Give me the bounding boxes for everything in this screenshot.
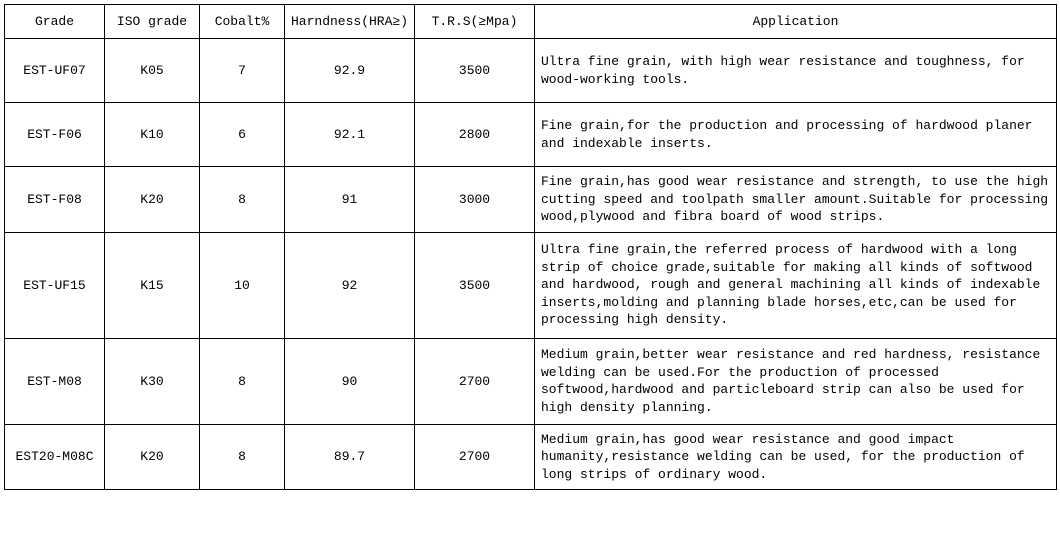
table-row: EST-F06 K10 6 92.1 2800 Fine grain,for t… bbox=[5, 103, 1057, 167]
cell-trs: 2700 bbox=[415, 424, 535, 490]
cell-hardness: 89.7 bbox=[285, 424, 415, 490]
col-header-trs: T.R.S(≥Mpa) bbox=[415, 5, 535, 39]
cell-hardness: 92.9 bbox=[285, 39, 415, 103]
col-header-application: Application bbox=[535, 5, 1057, 39]
cell-hardness: 90 bbox=[285, 338, 415, 424]
cell-grade: EST-M08 bbox=[5, 338, 105, 424]
cell-trs: 2700 bbox=[415, 338, 535, 424]
cell-grade: EST20-M08C bbox=[5, 424, 105, 490]
cell-iso: K30 bbox=[105, 338, 200, 424]
spec-table: Grade ISO grade Cobalt% Harndness(HRA≥) … bbox=[4, 4, 1057, 490]
cell-cobalt: 8 bbox=[200, 424, 285, 490]
cell-iso: K05 bbox=[105, 39, 200, 103]
cell-cobalt: 7 bbox=[200, 39, 285, 103]
table-row: EST-UF15 K15 10 92 3500 Ultra fine grain… bbox=[5, 232, 1057, 338]
cell-cobalt: 8 bbox=[200, 338, 285, 424]
cell-grade: EST-F06 bbox=[5, 103, 105, 167]
cell-hardness: 92.1 bbox=[285, 103, 415, 167]
cell-application: Medium grain,better wear resistance and … bbox=[535, 338, 1057, 424]
cell-cobalt: 8 bbox=[200, 167, 285, 233]
table-row: EST-M08 K30 8 90 2700 Medium grain,bette… bbox=[5, 338, 1057, 424]
col-header-cobalt: Cobalt% bbox=[200, 5, 285, 39]
cell-application: Fine grain,for the production and proces… bbox=[535, 103, 1057, 167]
cell-trs: 3000 bbox=[415, 167, 535, 233]
col-header-iso: ISO grade bbox=[105, 5, 200, 39]
col-header-hardness: Harndness(HRA≥) bbox=[285, 5, 415, 39]
cell-trs: 2800 bbox=[415, 103, 535, 167]
cell-application: Ultra fine grain, with high wear resista… bbox=[535, 39, 1057, 103]
cell-cobalt: 10 bbox=[200, 232, 285, 338]
table-header-row: Grade ISO grade Cobalt% Harndness(HRA≥) … bbox=[5, 5, 1057, 39]
cell-grade: EST-F08 bbox=[5, 167, 105, 233]
cell-cobalt: 6 bbox=[200, 103, 285, 167]
cell-hardness: 91 bbox=[285, 167, 415, 233]
cell-grade: EST-UF15 bbox=[5, 232, 105, 338]
cell-grade: EST-UF07 bbox=[5, 39, 105, 103]
cell-trs: 3500 bbox=[415, 39, 535, 103]
cell-iso: K10 bbox=[105, 103, 200, 167]
cell-application: Fine grain,has good wear resistance and … bbox=[535, 167, 1057, 233]
table-row: EST-F08 K20 8 91 3000 Fine grain,has goo… bbox=[5, 167, 1057, 233]
cell-iso: K15 bbox=[105, 232, 200, 338]
cell-hardness: 92 bbox=[285, 232, 415, 338]
col-header-grade: Grade bbox=[5, 5, 105, 39]
cell-trs: 3500 bbox=[415, 232, 535, 338]
cell-iso: K20 bbox=[105, 424, 200, 490]
table-row: EST20-M08C K20 8 89.7 2700 Medium grain,… bbox=[5, 424, 1057, 490]
table-row: EST-UF07 K05 7 92.9 3500 Ultra fine grai… bbox=[5, 39, 1057, 103]
table-body: EST-UF07 K05 7 92.9 3500 Ultra fine grai… bbox=[5, 39, 1057, 490]
cell-iso: K20 bbox=[105, 167, 200, 233]
cell-application: Ultra fine grain,the referred process of… bbox=[535, 232, 1057, 338]
cell-application: Medium grain,has good wear resistance an… bbox=[535, 424, 1057, 490]
